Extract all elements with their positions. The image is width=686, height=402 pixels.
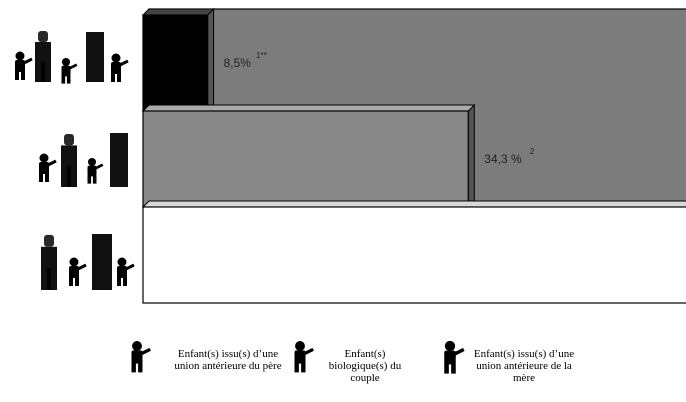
family-row2-child-a bbox=[39, 153, 57, 182]
family-row2-child-b bbox=[87, 157, 104, 184]
family-row2-adult-b bbox=[110, 133, 128, 187]
family-row3-child-b bbox=[117, 257, 135, 286]
family-row1-child-b bbox=[61, 57, 78, 84]
family-row1-child-a bbox=[15, 51, 33, 80]
bar-face-2 bbox=[142, 206, 686, 304]
bar-1 bbox=[141, 103, 476, 209]
legend-text-mother: Enfant(s) issu(s) d’une union antérieure… bbox=[473, 348, 575, 384]
value-note-1: 2 bbox=[530, 147, 535, 156]
family-row1-adult-b bbox=[86, 32, 104, 82]
legend-icon-mother-child bbox=[444, 340, 465, 374]
family-row1-adult bbox=[35, 31, 51, 82]
bar-2 bbox=[141, 200, 686, 304]
bar-side-0 bbox=[207, 7, 215, 113]
bar-face-1 bbox=[142, 110, 469, 208]
value-label-1: 34,3 % bbox=[484, 152, 522, 166]
bar-top-2 bbox=[141, 200, 686, 208]
family-row3-adult bbox=[41, 234, 57, 290]
bar-0 bbox=[141, 7, 215, 113]
family-row2-adult bbox=[61, 133, 77, 187]
family-row3-child-a bbox=[69, 257, 87, 286]
bar-top-1 bbox=[141, 104, 476, 112]
legend-icon-father-child bbox=[131, 341, 151, 373]
bar-side-1 bbox=[467, 103, 475, 209]
legend-text-father: Enfant(s) issu(s) d’une union antérieure… bbox=[174, 348, 282, 372]
value-label-0: 8,5% bbox=[224, 56, 252, 70]
legend-icon-couple-child bbox=[294, 341, 314, 373]
bar-top-0 bbox=[141, 8, 215, 16]
bar-face-0 bbox=[142, 14, 209, 112]
value-note-0: 1** bbox=[256, 51, 267, 60]
family-row3-adult-b bbox=[92, 234, 112, 290]
legend-text-couple: Enfant(s) biologique(s) du couple bbox=[328, 348, 402, 384]
family-row1-child-c bbox=[111, 53, 129, 82]
